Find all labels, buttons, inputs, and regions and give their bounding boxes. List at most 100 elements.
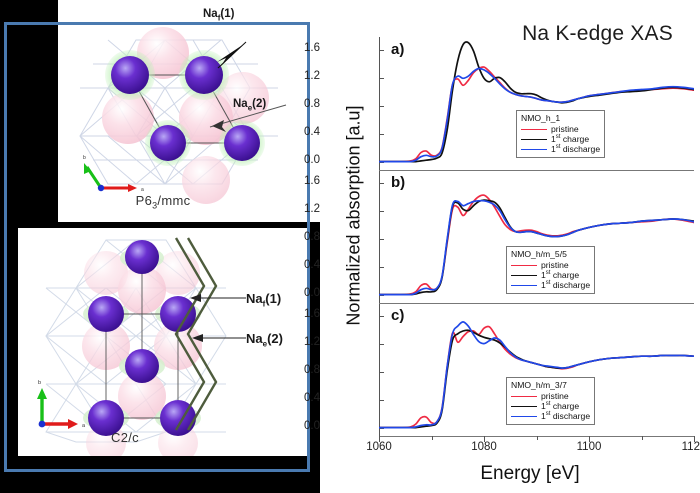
legend-label-charge: 1st charge	[541, 270, 580, 280]
y-tick-mark	[379, 49, 384, 51]
legend-label-pristine: pristine	[551, 124, 579, 134]
spacegroup-label-monoclinic: C2/c	[111, 430, 139, 445]
legend-title-b: NMO_h/m_5/5	[511, 249, 567, 259]
crystal-structure-block: a b Naf(1) Nae(2) P63/mmc	[0, 0, 320, 493]
panel-a-tag: a)	[391, 41, 405, 58]
y-tick-label: 1.6	[304, 41, 320, 54]
structure-card-monoclinic: a b Naf(1) Nae(2) C2/c	[18, 228, 308, 456]
legend-swatch-charge	[511, 274, 537, 276]
y-tick-label: 0.0	[304, 286, 320, 299]
y-tick-label: 0.8	[304, 230, 320, 243]
x-tick-mark-major	[694, 436, 695, 442]
legend-item-pristine-c: pristine	[511, 391, 590, 401]
legend-swatch-discharge	[511, 284, 537, 286]
y-tick-label: 0.4	[304, 258, 320, 271]
x-tick-mark-major	[589, 436, 590, 442]
svg-text:b: b	[83, 155, 86, 161]
series-line-1st-discharge	[379, 321, 694, 429]
x-tick-mark-minor	[641, 436, 643, 440]
y-tick-label: 1.2	[304, 69, 320, 82]
label-na-f-1-hex: Naf(1)	[203, 8, 235, 23]
legend-item-discharge-c: 1st discharge	[511, 411, 590, 421]
y-tick-mark	[379, 77, 384, 79]
xas-plot-block: Na K-edge XAS Normalized absorption [a.u…	[304, 0, 700, 493]
chart-title: Na K-edge XAS	[522, 22, 673, 45]
label-na-e-2-hex: Nae(2)	[233, 98, 267, 113]
y-tick-label: 0.0	[304, 153, 320, 166]
legend-swatch-pristine	[511, 395, 537, 397]
panel-separator-a-b	[379, 170, 694, 171]
spacegroup-label-hexagonal: P63/mmc	[135, 193, 191, 211]
legend-panel-a: NMO_h_1 pristine 1st charge 1st discharg…	[516, 110, 606, 158]
x-tick-label: 1100	[576, 441, 602, 453]
panel-c-tag: c)	[391, 307, 405, 324]
y-axis-label: Normalized absorption [a.u]	[343, 105, 364, 326]
monoclinic-lattice-diagram: a b	[37, 237, 246, 456]
x-tick-mark-major	[379, 436, 380, 442]
svg-text:a: a	[141, 187, 144, 193]
x-tick-mark-minor	[431, 436, 433, 440]
x-tick-mark-major	[484, 436, 485, 442]
legend-swatch-discharge	[521, 148, 547, 150]
y-tick-label: 1.2	[304, 335, 320, 348]
label-na-e-2-mono: Nae(2)	[246, 331, 283, 349]
panel-a: a)	[379, 37, 694, 170]
y-tick-mark	[379, 315, 384, 317]
y-tick-mark	[379, 133, 384, 135]
panel-b-tag: b)	[391, 174, 406, 191]
panel-c: c)	[379, 303, 694, 436]
y-tick-mark	[379, 238, 384, 240]
y-tick-label: 0.0	[304, 419, 320, 432]
legend-swatch-pristine	[521, 128, 547, 130]
y-tick-mark	[379, 182, 384, 184]
hexagonal-lattice-diagram: a b	[79, 27, 287, 204]
x-tick-label: 1120	[681, 441, 700, 453]
legend-item-charge-b: 1st charge	[511, 270, 590, 280]
y-tick-label: 0.8	[304, 97, 320, 110]
y-tick-mark	[379, 210, 384, 212]
x-tick-label: 1080	[471, 441, 497, 453]
x-axis-label: Energy [eV]	[480, 463, 580, 484]
y-tick-mark	[379, 266, 384, 268]
series-line-1st-discharge	[379, 67, 694, 163]
legend-label-discharge: 1st discharge	[551, 144, 601, 154]
y-tick-label: 1.6	[304, 174, 320, 187]
label-na-f-1-mono: Naf(1)	[246, 291, 282, 309]
axis-indicator-hexagonal: a b	[83, 155, 144, 193]
legend-item-pristine-a: pristine	[521, 124, 600, 134]
legend-item-discharge-b: 1st discharge	[511, 280, 590, 290]
legend-swatch-pristine	[511, 264, 537, 266]
legend-item-discharge-a: 1st discharge	[521, 144, 600, 154]
legend-item-charge-a: 1st charge	[521, 134, 600, 144]
y-tick-label: 1.2	[304, 202, 320, 215]
legend-swatch-charge	[521, 138, 547, 140]
y-tick-mark	[379, 343, 384, 345]
y-tick-mark	[379, 371, 384, 373]
svg-text:a: a	[82, 423, 86, 429]
legend-item-charge-c: 1st charge	[511, 401, 590, 411]
axis-indicator-monoclinic: a b	[37, 380, 86, 429]
legend-label-pristine: pristine	[541, 260, 569, 270]
y-tick-label: 0.4	[304, 391, 320, 404]
y-tick-label: 1.6	[304, 307, 320, 320]
panel-separator-b-c	[379, 303, 694, 304]
x-tick-mark-minor	[536, 436, 538, 440]
legend-panel-c: NMO_h/m_3/7 pristine 1st charge 1st disc…	[506, 377, 596, 425]
legend-label-charge: 1st charge	[541, 401, 580, 411]
y-tick-label: 0.8	[304, 363, 320, 376]
legend-title-a: NMO_h_1	[521, 113, 561, 123]
panel-b: b)	[379, 170, 694, 303]
structure-card-hexagonal: a b Naf(1) Nae(2) P63/mmc	[58, 0, 320, 222]
legend-swatch-discharge	[511, 415, 537, 417]
legend-label-discharge: 1st discharge	[541, 411, 591, 421]
y-tick-label: 0.4	[304, 125, 320, 138]
legend-label-charge: 1st charge	[551, 134, 590, 144]
y-tick-mark	[379, 105, 384, 107]
series-line-1st-discharge	[379, 199, 694, 296]
legend-panel-b: NMO_h/m_5/5 pristine 1st charge 1st disc…	[506, 246, 596, 294]
legend-label-pristine: pristine	[541, 391, 569, 401]
x-tick-label: 1060	[366, 441, 392, 453]
legend-label-discharge: 1st discharge	[541, 280, 591, 290]
legend-swatch-charge	[511, 405, 537, 407]
